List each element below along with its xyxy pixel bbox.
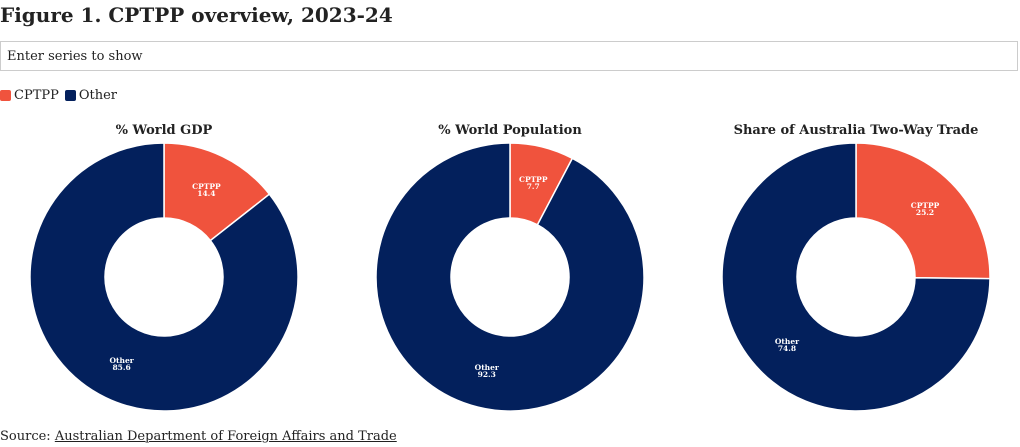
series-search-input[interactable] <box>0 41 1018 71</box>
legend: CPTPP Other <box>0 88 123 103</box>
slice-label: Other <box>475 363 500 372</box>
source-note: Source: Australian Department of Foreign… <box>0 429 397 444</box>
chart-title: % World GDP <box>116 123 213 138</box>
slice-label: Other <box>775 337 800 346</box>
slice-label: Other <box>110 356 135 365</box>
donut-slice-cptpp[interactable] <box>855 142 991 280</box>
legend-label: Other <box>78 88 118 103</box>
slice-value: 14.4 <box>197 189 215 198</box>
legend-swatch <box>64 90 76 101</box>
slice-label: CPTPP <box>192 182 221 191</box>
donut-slice-other[interactable] <box>375 142 645 412</box>
slice-label: CPTPP <box>911 201 940 210</box>
legend-item-other[interactable]: Other <box>64 88 118 103</box>
legend-swatch <box>0 90 11 101</box>
source-link[interactable]: Australian Department of Foreign Affairs… <box>54 429 397 444</box>
slice-value: 74.8 <box>778 344 796 353</box>
figure-title: Figure 1. CPTPP overview, 2023-24 <box>0 3 393 27</box>
chart-title: Share of Australia Two-Way Trade <box>734 123 979 138</box>
slice-value: 92.3 <box>478 370 496 379</box>
legend-label: CPTPP <box>14 88 59 103</box>
legend-item-cptpp[interactable]: CPTPP <box>0 88 59 103</box>
slice-value: 85.6 <box>112 363 130 372</box>
slice-label: CPTPP <box>519 175 548 184</box>
source-prefix: Source: <box>0 429 55 444</box>
donut-slice-other[interactable] <box>721 142 991 412</box>
chart-title: % World Population <box>438 123 582 138</box>
slice-value: 7.7 <box>527 182 540 191</box>
donut-slice-other[interactable] <box>29 142 299 412</box>
slice-value: 25.2 <box>916 208 934 217</box>
